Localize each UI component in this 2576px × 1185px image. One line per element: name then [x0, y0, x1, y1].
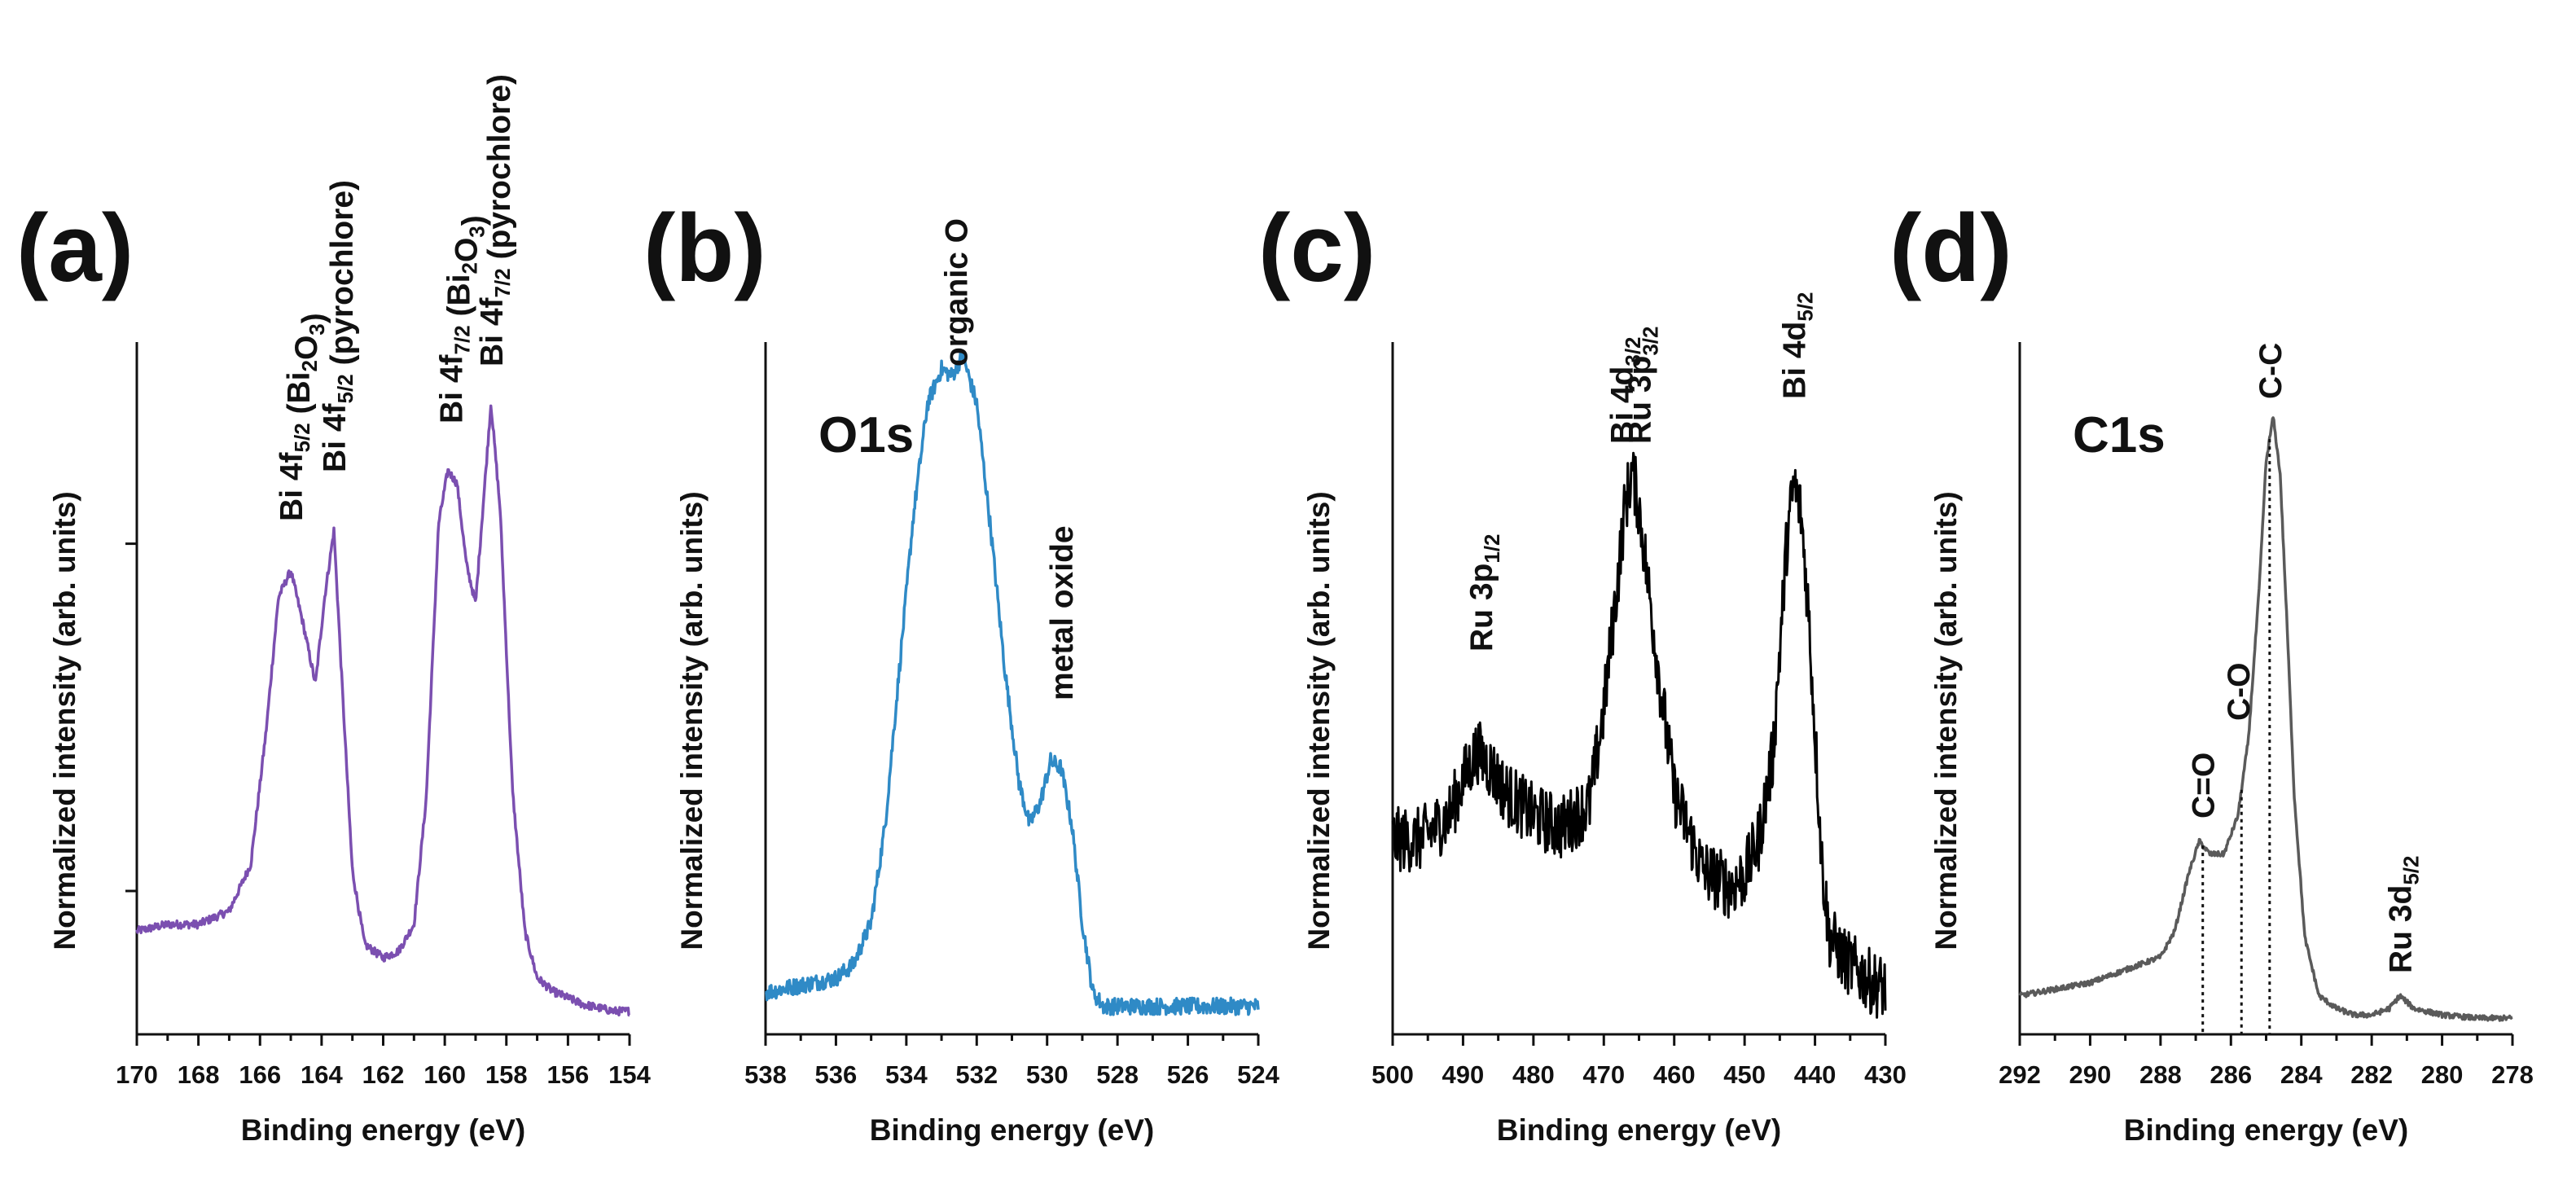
x-axis-title: Binding energy (eV): [1497, 1113, 1781, 1147]
x-tick-label: 534: [885, 1060, 928, 1089]
chart-panel-c: (c) 500 490 480 470 460 450 440 430 Binding energ…: [1258, 195, 1907, 1147]
peak-annotation: Bi 4f5/2 (Bi2O3): [274, 313, 331, 521]
peak-annotation: Bi 4f7/2 (pyrochlore): [475, 74, 517, 366]
x-tick-label: 536: [815, 1060, 858, 1089]
spectrum-title: C1s: [2073, 407, 2166, 463]
peak-annotation: Bi 4d3/2: [1605, 336, 1645, 444]
spectrum-line: [765, 350, 1260, 1016]
x-tick-label: 278: [2491, 1060, 2534, 1089]
y-axis-title: Normalized intensity (arb. units): [1302, 491, 1336, 950]
x-tick-label: 290: [2069, 1060, 2112, 1089]
peak-annotation: organic O: [939, 218, 974, 366]
panel-letter: (d): [1889, 195, 2012, 302]
x-tick-label: 440: [1794, 1060, 1837, 1089]
peak-annotation: C-O: [2222, 663, 2257, 722]
x-tick-label: 524: [1237, 1060, 1279, 1089]
x-tick-label: 154: [608, 1060, 651, 1089]
x-tick-label: 532: [955, 1060, 998, 1089]
x-tick-label: 530: [1026, 1060, 1069, 1089]
spectrum-title: O1s: [818, 407, 914, 463]
x-tick-label: 168: [178, 1060, 220, 1089]
peak-annotation: Ru 3p1/2: [1464, 534, 1504, 652]
panel-letter: (c): [1258, 195, 1376, 302]
x-axis-title: Binding energy (eV): [2124, 1113, 2408, 1147]
chart-panel-b: (b) 538 536 534 532 530 528 526 524 Binding energ…: [643, 195, 1280, 1147]
x-tick-label: 500: [1371, 1060, 1414, 1089]
chart-panel-a: (a) 170 168 166 164 162 160 158 156 154 Binding en…: [16, 74, 652, 1147]
x-tick-label: 280: [2421, 1060, 2464, 1089]
x-tick-label: 156: [547, 1060, 590, 1089]
x-tick-label: 284: [2280, 1060, 2323, 1089]
spectrum-line: [1391, 451, 1887, 1019]
peak-annotation: Ru 3d5/2: [2384, 856, 2424, 974]
x-axis-title: Binding energy (eV): [241, 1113, 525, 1147]
x-tick-label: 288: [2139, 1060, 2182, 1089]
x-tick-label: 460: [1653, 1060, 1696, 1089]
x-tick-label: 538: [744, 1060, 787, 1089]
y-axis-title: Normalized intensity (arb. units): [48, 491, 81, 950]
panel-letter: (a): [16, 195, 134, 302]
panel-letter: (b): [643, 195, 766, 302]
x-tick-label: 480: [1512, 1060, 1555, 1089]
x-tick-label: 162: [362, 1060, 405, 1089]
x-tick-label: 526: [1167, 1060, 1209, 1089]
peak-annotation: Bi 4d5/2: [1778, 292, 1818, 399]
x-axis-title: Binding energy (eV): [870, 1113, 1154, 1147]
x-tick-label: 470: [1582, 1060, 1625, 1089]
y-axis-title: Normalized intensity (arb. units): [675, 491, 709, 950]
x-tick-label: 164: [301, 1060, 343, 1089]
spectrum-line: [135, 404, 630, 1017]
peak-annotation: Ru 3p3/2: [1623, 327, 1663, 445]
peak-annotation: C-C: [2253, 343, 2289, 399]
x-tick-label: 286: [2210, 1060, 2252, 1089]
peak-annotation: Bi 4f7/2 (Bi2O3): [435, 215, 492, 424]
x-tick-label: 158: [485, 1060, 528, 1089]
peak-annotation: Bi 4f5/2 (pyrochlore): [318, 180, 360, 472]
x-tick-label: 160: [423, 1060, 466, 1089]
y-axis-title: Normalized intensity (arb. units): [1929, 491, 1963, 950]
x-tick-label: 166: [239, 1060, 281, 1089]
x-tick-label: 430: [1864, 1060, 1907, 1089]
peak-annotation: metal oxide: [1045, 525, 1080, 700]
x-tick-label: 528: [1096, 1060, 1139, 1089]
x-tick-label: 282: [2350, 1060, 2393, 1089]
chart-panel-d: (d) 292 290 288 286 284 282 280 278 Binding energ…: [1889, 195, 2534, 1147]
x-tick-label: 490: [1442, 1060, 1485, 1089]
x-tick-label: 170: [116, 1060, 158, 1089]
peak-annotation: C=O: [2187, 753, 2222, 819]
x-tick-label: 450: [1723, 1060, 1766, 1089]
x-tick-label: 292: [1999, 1060, 2041, 1089]
spectrum-line: [2018, 416, 2513, 1022]
